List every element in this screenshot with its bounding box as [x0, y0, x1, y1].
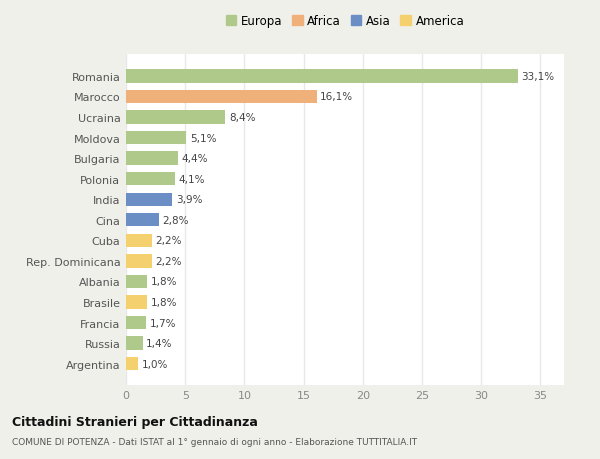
Text: Cittadini Stranieri per Cittadinanza: Cittadini Stranieri per Cittadinanza: [12, 415, 258, 428]
Text: 1,8%: 1,8%: [151, 297, 178, 308]
Bar: [126, 316, 146, 330]
Text: 2,8%: 2,8%: [163, 215, 189, 225]
Bar: [126, 213, 159, 227]
Bar: [126, 111, 226, 124]
Text: COMUNE DI POTENZA - Dati ISTAT al 1° gennaio di ogni anno - Elaborazione TUTTITA: COMUNE DI POTENZA - Dati ISTAT al 1° gen…: [12, 437, 417, 446]
Text: 8,4%: 8,4%: [229, 113, 256, 123]
Text: 16,1%: 16,1%: [320, 92, 353, 102]
Text: 4,1%: 4,1%: [178, 174, 205, 185]
Bar: [126, 296, 148, 309]
Bar: [126, 357, 138, 370]
Text: 1,7%: 1,7%: [149, 318, 176, 328]
Text: 2,2%: 2,2%: [155, 236, 182, 246]
Bar: [126, 173, 175, 186]
Text: 5,1%: 5,1%: [190, 133, 217, 143]
Bar: [126, 132, 187, 145]
Bar: [126, 90, 317, 104]
Text: 1,4%: 1,4%: [146, 338, 173, 348]
Text: 1,0%: 1,0%: [142, 359, 168, 369]
Bar: [126, 255, 152, 268]
Text: 4,4%: 4,4%: [182, 154, 208, 164]
Bar: [126, 234, 152, 247]
Bar: [126, 70, 518, 84]
Bar: [126, 337, 143, 350]
Bar: [126, 193, 172, 207]
Text: 3,9%: 3,9%: [176, 195, 202, 205]
Legend: Europa, Africa, Asia, America: Europa, Africa, Asia, America: [222, 11, 468, 31]
Bar: [126, 275, 148, 289]
Text: 33,1%: 33,1%: [521, 72, 554, 82]
Bar: [126, 152, 178, 165]
Text: 1,8%: 1,8%: [151, 277, 178, 287]
Text: 2,2%: 2,2%: [155, 256, 182, 266]
